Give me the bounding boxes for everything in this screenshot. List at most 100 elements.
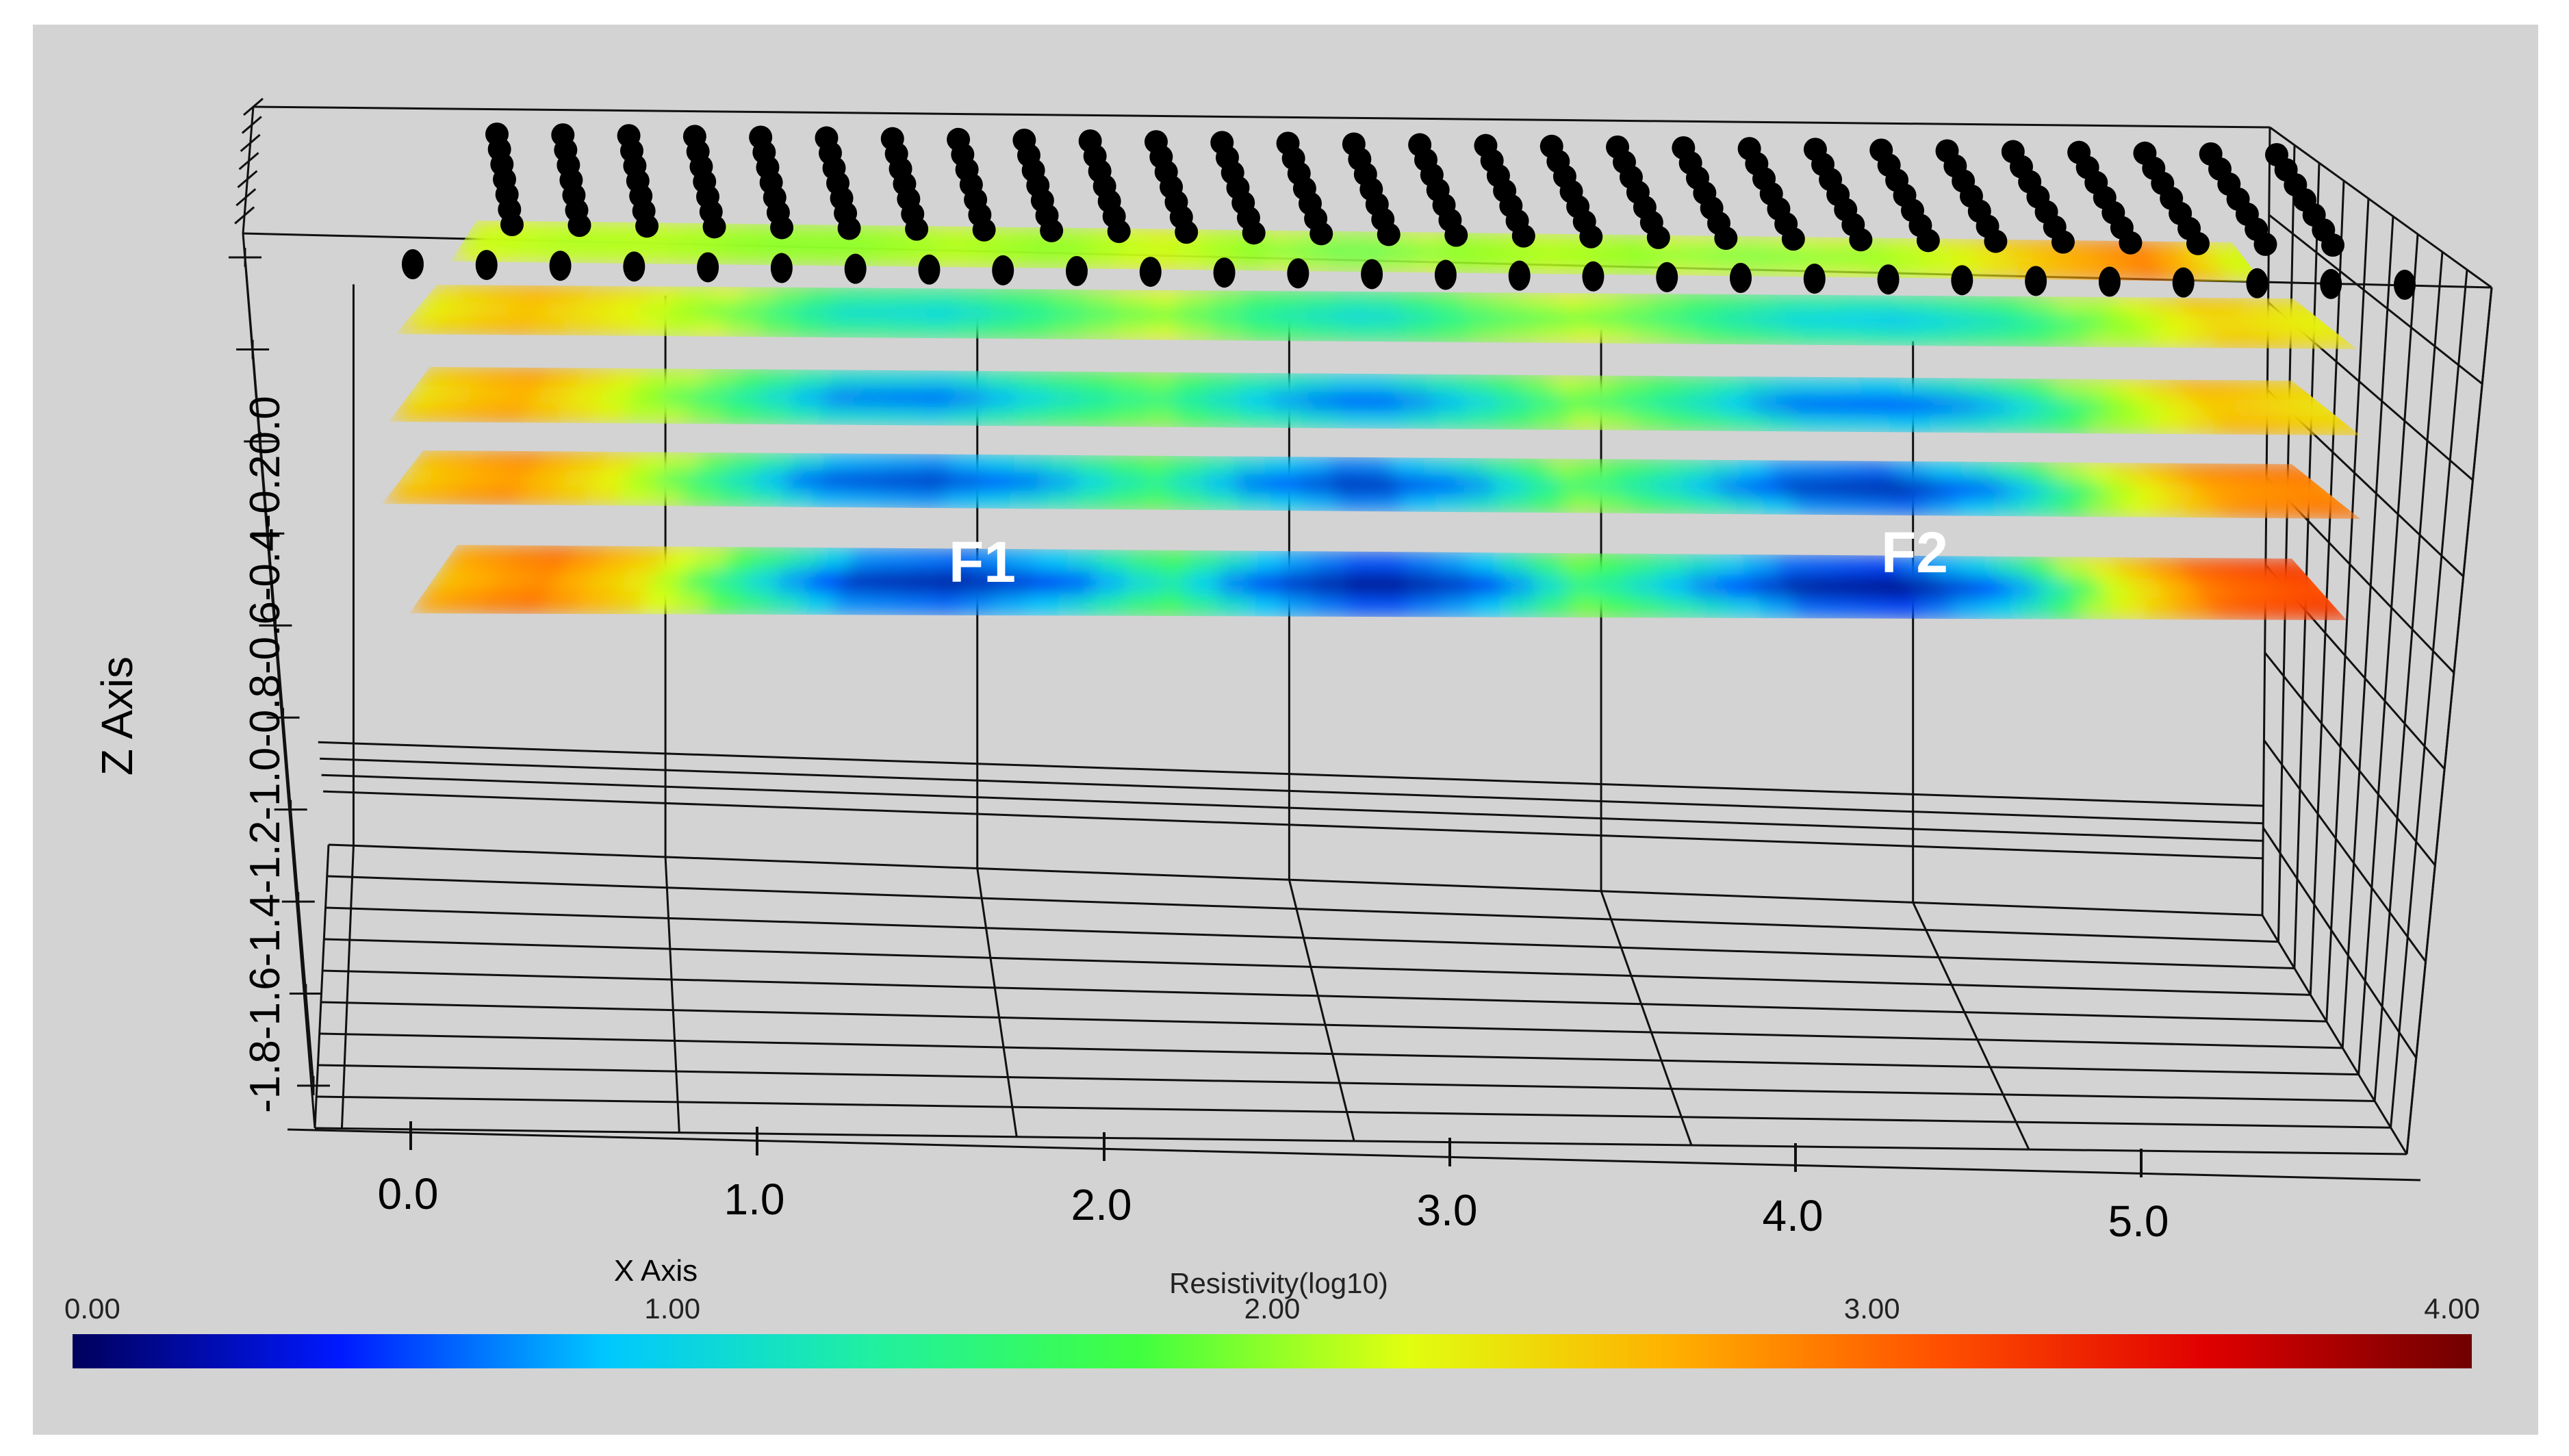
electrode [1849, 228, 1873, 252]
electrode [1730, 263, 1752, 293]
electrode [2253, 232, 2277, 256]
grid-line [318, 741, 2264, 807]
electrode [1582, 261, 1605, 292]
grid-line [2268, 214, 2483, 385]
grid-line [325, 906, 2295, 970]
x-axis-tick-label: 1.0 [724, 1175, 785, 1224]
x-axis-label: X Axis [614, 1254, 698, 1288]
electrode [402, 249, 424, 279]
grid-line [237, 170, 258, 188]
colorbar-tick-label: 0.00 [64, 1292, 120, 1325]
x-axis: 0.0 1.0 2.0 3.0 4.0 5.0 [287, 1121, 2421, 1246]
z-axis-label: Z Axis [92, 656, 142, 776]
electrode [1242, 221, 1266, 245]
electrode [1309, 222, 1333, 246]
grid-line [2373, 251, 2444, 1101]
colorbar-tick-label: 4.00 [2424, 1292, 2480, 1325]
depth-slice [389, 367, 2360, 435]
electrode [1040, 218, 1064, 242]
resistivity-3d-scene: -1.8-1.6-1.4-1.2-1.0-0.8-0.6-0.4-0.20.0 … [64, 97, 2493, 1368]
electrode [1361, 259, 1383, 290]
slice-cell [2297, 599, 2347, 620]
x-axis-tick-label: 3.0 [1417, 1186, 1478, 1235]
electrode [905, 217, 929, 241]
electrode [2320, 268, 2342, 299]
electrode [992, 255, 1014, 285]
electrode [1877, 264, 1900, 295]
grid-line [1600, 891, 1693, 1146]
grid-line [241, 116, 262, 134]
electrode [1508, 260, 1531, 291]
z-axis-tick-labels: -1.8-1.6-1.4-1.2-1.0-0.8-0.6-0.4-0.20.0 [242, 396, 289, 1113]
grid-line [2405, 287, 2493, 1155]
depth-slice [382, 450, 2360, 519]
grid-line [664, 856, 680, 1133]
electrode [1287, 258, 1309, 289]
grid-line [243, 97, 264, 116]
slice-cell [2303, 331, 2357, 349]
electrode [500, 213, 524, 236]
colorbar: Resistivity(log10) 0.00 1.00 2.00 3.00 4.00 [64, 1267, 2480, 1368]
electrode [844, 253, 867, 284]
wireframe-grid [234, 97, 2493, 1155]
electrode [1139, 257, 1162, 288]
electrode [2186, 231, 2210, 255]
electrode [475, 250, 498, 281]
electrode [972, 218, 996, 242]
electrode [2246, 268, 2268, 298]
x-axis-tick-label: 2.0 [1071, 1180, 1132, 1229]
electrode [2394, 270, 2416, 300]
x-axis-tick-label: 4.0 [1763, 1191, 1824, 1240]
electrode [1107, 220, 1131, 243]
grid-line [322, 969, 2327, 1023]
annotations: F1 F2 [949, 520, 1948, 594]
electrode [770, 253, 793, 283]
electrode [2119, 231, 2143, 255]
box-edge [253, 105, 2271, 129]
electrode [2051, 230, 2075, 254]
colorbar-tick-label: 1.00 [644, 1292, 700, 1325]
grid-line [318, 1064, 2375, 1102]
colorbar-tick-label: 3.00 [1844, 1292, 1900, 1325]
grid-line [323, 790, 2263, 860]
electrode [1781, 227, 1805, 251]
grid-line [2277, 144, 2296, 942]
box-edge [2261, 127, 2271, 916]
electrode [2098, 266, 2121, 297]
grid-line [2341, 216, 2394, 1048]
grid-line [2262, 827, 2418, 1059]
electrode [549, 251, 572, 281]
electrode [2172, 267, 2195, 298]
electrode [2025, 266, 2047, 296]
x-axis-tick-label: 0.0 [378, 1169, 439, 1218]
electrode [1714, 227, 1738, 250]
electrode [1511, 224, 1535, 248]
electrode [635, 214, 659, 238]
electrode [702, 215, 726, 239]
feature-label-f2: F2 [1881, 520, 1948, 585]
z-axis-line [244, 257, 315, 1086]
colorbar-gradient [73, 1334, 2472, 1368]
x-axis-line [287, 1128, 2421, 1182]
electrode [837, 216, 861, 240]
grid-line [316, 1095, 2391, 1129]
electrode [697, 252, 719, 283]
electrode [623, 251, 646, 282]
electrode [1916, 229, 1940, 253]
grid-line [976, 868, 1018, 1137]
box-edge [314, 844, 330, 1129]
electrode [1803, 264, 1826, 294]
grid-line [327, 875, 2279, 943]
grid-line [324, 938, 2311, 996]
electrode [918, 254, 941, 285]
grid-line [235, 188, 257, 207]
grid-line [1912, 902, 2030, 1150]
electrode [1579, 225, 1603, 248]
box-edge [328, 843, 2263, 917]
box-edge [2261, 915, 2408, 1155]
depth-slice [396, 285, 2357, 349]
electrode [1646, 225, 1670, 249]
slice-cell [2212, 255, 2262, 269]
grid-line [319, 1032, 2359, 1076]
grid-line [2325, 198, 2370, 1022]
